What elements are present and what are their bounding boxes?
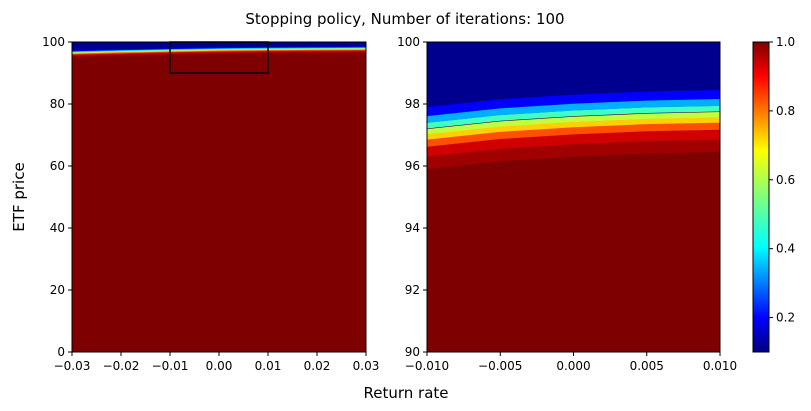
boundary-band-7 — [72, 51, 366, 57]
boundary-band-2 — [72, 47, 366, 54]
boundary-band-1 — [72, 47, 366, 53]
x-axis-label: Return rate — [363, 384, 448, 402]
x-tick-label: 0.02 — [304, 359, 331, 373]
heatmap-field — [427, 42, 720, 352]
y-tick-label: 90 — [405, 345, 420, 359]
colorbar: 0.2 0.4 0.6 0.8 1.0 — [752, 35, 795, 353]
y-tick-label: 20 — [50, 283, 65, 297]
x-tick-label: −0.01 — [152, 359, 189, 373]
y-tick-label: 92 — [405, 283, 420, 297]
colorbar-tick-label: 0.8 — [776, 104, 795, 118]
y-tick-label: 96 — [405, 159, 420, 173]
x-tick-label: 0.000 — [556, 359, 590, 373]
boundary-band-7 — [427, 139, 720, 170]
boundary-band-4 — [427, 117, 720, 141]
boundary-band-6 — [427, 129, 720, 158]
x-tick-label: −0.005 — [478, 359, 522, 373]
boundary-band-5 — [72, 49, 366, 55]
y-tick-label: 0 — [57, 345, 65, 359]
boundary-band-4 — [72, 49, 366, 55]
y-tick-label: 80 — [50, 97, 65, 111]
colorbar-tick-label: 0.6 — [776, 173, 795, 187]
boundary-band-2 — [427, 105, 720, 129]
colorbar-tick-label: 0.2 — [776, 311, 795, 325]
y-tick-label: 60 — [50, 159, 65, 173]
colorbar-tick-label: 0.4 — [776, 242, 795, 256]
heatmap-background — [72, 42, 366, 352]
x-tick-label: 0.01 — [255, 359, 282, 373]
y-axis-label: ETF price — [10, 162, 28, 231]
boundary-band-1 — [427, 99, 720, 123]
colorbar-gradient — [752, 41, 770, 353]
boundary-band-3 — [427, 112, 720, 135]
x-tick-label: 0.00 — [206, 359, 233, 373]
x-tick-label: 0.03 — [353, 359, 380, 373]
x-tick-label: −0.010 — [405, 359, 449, 373]
y-tick-label: 98 — [405, 97, 420, 111]
boundary-band-0 — [427, 90, 720, 117]
boundary-band-0 — [72, 46, 366, 52]
boundary-band-6 — [72, 50, 366, 56]
x-tick-label: −0.03 — [54, 359, 91, 373]
x-tick-label: −0.02 — [103, 359, 140, 373]
left-heatmap-panel: −0.03 −0.02 −0.01 0.00 0.01 0.02 0.03 0 20 40 60 80… — [42, 35, 379, 373]
figure-title: Stopping policy, Number of iterations: 1… — [245, 10, 564, 28]
x-tick-label: 0.010 — [703, 359, 737, 373]
y-tick-label: 40 — [50, 221, 65, 235]
right-heatmap-panel: −0.010 −0.005 0.000 0.005 0.010 90 92 94 96 98 100 — [397, 35, 737, 373]
x-tick-label: 0.005 — [630, 359, 664, 373]
boundary-band-5 — [427, 122, 720, 148]
y-tick-label: 94 — [405, 221, 420, 235]
heatmap-field — [72, 42, 366, 352]
y-tick-label: 100 — [397, 35, 420, 49]
colorbar-tick-label: 1.0 — [776, 35, 795, 49]
y-tick-label: 100 — [42, 35, 65, 49]
